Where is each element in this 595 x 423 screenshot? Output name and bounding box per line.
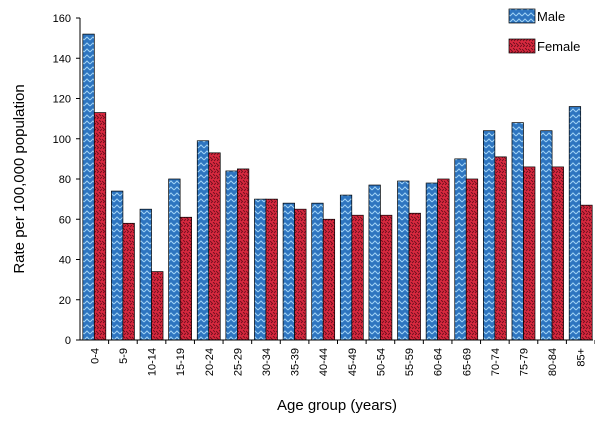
x-tick-label: 5-9 xyxy=(118,348,130,364)
y-tick-label: 80 xyxy=(59,174,71,186)
x-tick-label: 0-4 xyxy=(89,348,101,364)
x-tick-label: 70-74 xyxy=(490,348,502,376)
y-tick-label: 160 xyxy=(53,13,71,25)
bar-male xyxy=(568,106,582,341)
x-tick-label: 45-49 xyxy=(347,348,359,376)
bar-male xyxy=(425,182,438,341)
x-ticks-group: 0-4 5-9 10-14 15-19 20-24 25-29 30-34 35-39 40-4… xyxy=(89,340,595,376)
x-tick-label: 20-24 xyxy=(204,348,216,376)
bar-female xyxy=(551,166,564,341)
bar-male xyxy=(540,130,553,341)
x-tick-label: 80-84 xyxy=(547,348,559,376)
y-tick-label: 40 xyxy=(59,255,71,267)
legend-label-female: Female xyxy=(537,39,580,54)
bar-female xyxy=(265,198,278,341)
bar-female xyxy=(465,178,479,341)
bar-female xyxy=(437,178,450,341)
bar-male xyxy=(225,170,238,341)
bar-female xyxy=(523,166,536,341)
x-tick-label: 60-64 xyxy=(433,348,445,376)
x-tick-label: 35-39 xyxy=(290,348,302,376)
bar-female xyxy=(322,218,336,341)
bar-female xyxy=(294,208,307,341)
bar-female xyxy=(580,204,593,341)
bar-male xyxy=(254,198,267,341)
y-tick-label: 0 xyxy=(65,335,71,347)
bar-female xyxy=(179,216,192,341)
bar-male xyxy=(111,190,124,341)
bar-male xyxy=(82,33,95,341)
x-tick-label: 75-79 xyxy=(518,348,530,376)
bar-male xyxy=(483,130,496,341)
x-tick-label: 65-69 xyxy=(461,348,473,376)
bar-female xyxy=(122,222,135,341)
bar-male xyxy=(339,194,353,341)
x-tick-label: 30-34 xyxy=(261,348,273,376)
bar-male xyxy=(168,178,181,341)
bar-female xyxy=(408,212,421,341)
bars-group xyxy=(82,33,593,341)
legend: Male Female xyxy=(508,8,580,54)
bar-female xyxy=(151,271,164,341)
y-tick-label: 100 xyxy=(53,134,71,146)
bar-female xyxy=(494,156,507,341)
legend-swatch-male xyxy=(508,8,536,24)
x-tick-label: 85+ xyxy=(576,348,588,367)
y-tick-label: 120 xyxy=(53,94,71,106)
x-tick-label: 15-19 xyxy=(175,348,187,376)
x-tick-label: 50-54 xyxy=(375,348,387,376)
y-tick-label: 140 xyxy=(53,53,71,65)
y-axis-label: Rate per 100,000 population xyxy=(11,84,28,273)
y-tick-label: 60 xyxy=(59,214,71,226)
bar-female xyxy=(208,152,221,341)
bar-female xyxy=(93,112,107,341)
y-ticks-group: 0 20 40 60 80 100 120 140 160 xyxy=(53,13,80,347)
bar-female xyxy=(380,214,393,341)
bar-male xyxy=(397,180,410,341)
x-tick-label: 10-14 xyxy=(147,348,159,376)
legend-label-male: Male xyxy=(537,9,565,24)
bar-male xyxy=(511,122,524,341)
bar-male xyxy=(368,184,381,341)
bar-female xyxy=(237,168,250,341)
bar-male xyxy=(196,140,210,341)
bar-male xyxy=(139,208,152,341)
bar-male xyxy=(311,202,324,341)
legend-swatch-female xyxy=(508,38,536,54)
x-tick-label: 40-44 xyxy=(318,348,330,376)
bar-male xyxy=(454,158,467,341)
y-tick-label: 20 xyxy=(59,295,71,307)
x-tick-label: 55-59 xyxy=(404,348,416,376)
bar-female xyxy=(351,214,364,341)
x-axis-label: Age group (years) xyxy=(277,397,397,414)
x-tick-label: 25-29 xyxy=(232,348,244,376)
bar-male xyxy=(282,202,295,341)
